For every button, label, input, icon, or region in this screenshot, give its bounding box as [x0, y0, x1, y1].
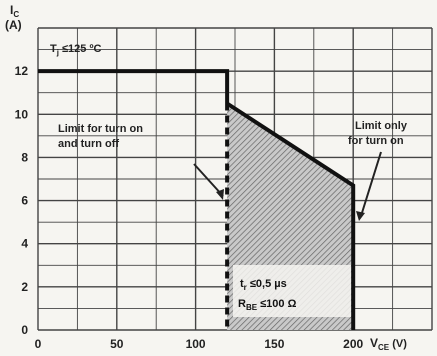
annotation-limit-on-line1: Limit only — [355, 120, 408, 132]
annotation-tr: tr ≤0,5 µs — [240, 278, 287, 292]
y-tick-label: 12 — [15, 64, 29, 78]
tick-labels: 0 50 100 150 200 0 2 4 6 8 10 12 — [15, 64, 364, 351]
arrowhead-limit-on — [356, 211, 365, 221]
y-tick-label: 4 — [21, 237, 28, 251]
annotation-limit-on-off-line2: and turn off — [58, 138, 119, 150]
y-axis-unit: (A) — [5, 18, 22, 32]
soa-boundary-curves — [38, 69, 356, 330]
annotation-limit-on-line2: for turn on — [348, 135, 404, 147]
annotation-rbe: RBE ≤100 Ω — [238, 298, 297, 312]
series-line-turnon-limit — [226, 101, 356, 330]
x-tick-label: 0 — [35, 337, 42, 351]
x-tick-label: 200 — [343, 337, 363, 351]
x-tick-label: 100 — [186, 337, 206, 351]
arrowhead-limit-on-off — [216, 189, 224, 200]
y-tick-label: 10 — [15, 107, 29, 121]
y-tick-label: 0 — [21, 323, 28, 337]
condition-box — [233, 265, 351, 317]
arrow-limit-on — [360, 151, 382, 217]
series-line-main — [38, 69, 230, 104]
y-tick-label: 8 — [21, 150, 28, 164]
y-tick-label: 2 — [21, 280, 28, 294]
y-axis-label: IC — [10, 3, 19, 19]
arrow-limit-on-off — [193, 163, 224, 197]
annotation-limit-on-off-line1: Limit for turn on — [58, 123, 143, 135]
x-tick-label: 150 — [264, 337, 284, 351]
x-axis-label: VCE (V) — [370, 336, 407, 352]
y-tick-label: 6 — [21, 194, 28, 208]
annotation-tj: Tj ≤125 ºC — [50, 43, 101, 57]
x-tick-label: 50 — [110, 337, 124, 351]
